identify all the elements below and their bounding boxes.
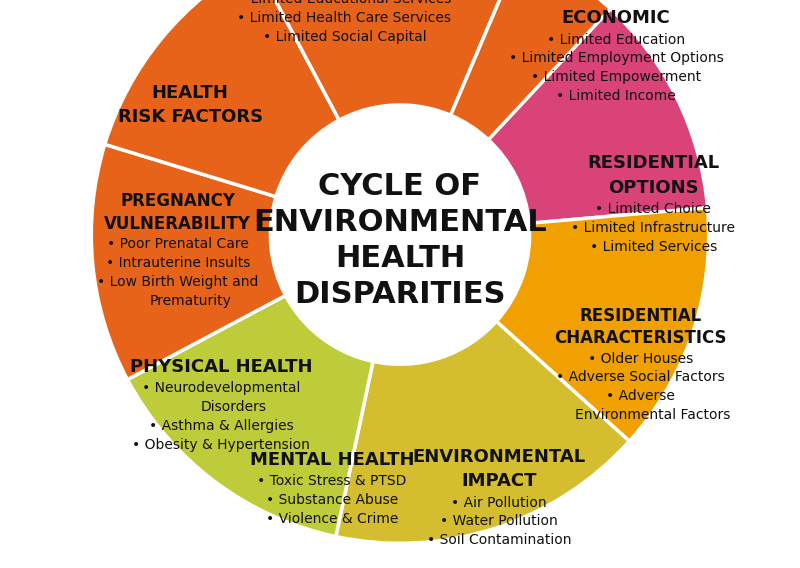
Wedge shape: [496, 208, 709, 441]
Text: HEALTH: HEALTH: [152, 83, 229, 102]
Wedge shape: [105, 0, 339, 197]
Text: ECONOMIC: ECONOMIC: [562, 9, 670, 27]
Text: • Adverse Social Factors: • Adverse Social Factors: [557, 370, 725, 385]
Wedge shape: [127, 295, 373, 537]
Text: • Water Pollution: • Water Pollution: [440, 515, 558, 528]
Text: Prematurity: Prematurity: [149, 294, 231, 308]
Text: OPTIONS: OPTIONS: [608, 179, 698, 197]
Text: • Limited Health Care Services: • Limited Health Care Services: [238, 11, 451, 25]
Text: • Limited Education: • Limited Education: [547, 32, 685, 47]
Text: MENTAL HEALTH: MENTAL HEALTH: [250, 450, 414, 469]
Text: PHYSICAL HEALTH: PHYSICAL HEALTH: [130, 358, 312, 376]
Text: IMPACT: IMPACT: [461, 472, 537, 490]
Text: • Limited Employment Options: • Limited Employment Options: [509, 51, 723, 65]
Text: VULNERABILITY: VULNERABILITY: [104, 215, 251, 233]
Text: • Neurodevelopmental: • Neurodevelopmental: [142, 382, 300, 395]
Text: • Violence & Crime: • Violence & Crime: [266, 512, 398, 525]
Text: • Limited Social Capital: • Limited Social Capital: [262, 30, 426, 44]
Text: ENVIRONMENTAL: ENVIRONMENTAL: [412, 448, 586, 466]
Text: PREGNANCY: PREGNANCY: [120, 193, 235, 210]
Text: CHARACTERISTICS: CHARACTERISTICS: [554, 329, 727, 347]
Text: • Limited Income: • Limited Income: [556, 89, 676, 103]
Text: • Limited Empowerment: • Limited Empowerment: [531, 70, 701, 84]
Wedge shape: [255, 0, 521, 120]
Wedge shape: [336, 321, 630, 544]
Text: • Asthma & Allergies: • Asthma & Allergies: [149, 419, 294, 433]
Text: • Intrauterine Insults: • Intrauterine Insults: [106, 256, 250, 270]
Text: • Limited Choice: • Limited Choice: [595, 202, 711, 216]
Text: CYCLE OF
ENVIRONMENTAL
HEALTH
DISPARITIES: CYCLE OF ENVIRONMENTAL HEALTH DISPARITIE…: [253, 173, 547, 309]
Text: Disorders: Disorders: [200, 400, 266, 414]
Text: • Older Houses: • Older Houses: [588, 352, 694, 366]
Text: RISK FACTORS: RISK FACTORS: [118, 108, 262, 126]
Text: • Poor Prenatal Care: • Poor Prenatal Care: [107, 237, 249, 252]
Circle shape: [270, 105, 530, 364]
Text: • Low Birth Weight and: • Low Birth Weight and: [97, 275, 258, 289]
Text: • Air Pollution: • Air Pollution: [451, 496, 546, 509]
Text: • Toxic Stress & PTSD: • Toxic Stress & PTSD: [258, 474, 406, 488]
Text: • Soil Contamination: • Soil Contamination: [426, 533, 571, 547]
Text: • Adverse: • Adverse: [606, 389, 675, 403]
Text: • Limited Services: • Limited Services: [590, 240, 717, 254]
Wedge shape: [486, 5, 707, 223]
Text: • Substance Abuse: • Substance Abuse: [266, 493, 398, 507]
Wedge shape: [255, 0, 606, 138]
Text: • Limited Infrastructure: • Limited Infrastructure: [571, 221, 735, 235]
Wedge shape: [450, 0, 610, 140]
Text: • Limited Educational Services: • Limited Educational Services: [238, 0, 451, 6]
Text: RESIDENTIAL: RESIDENTIAL: [587, 154, 719, 173]
Text: • Obesity & Hypertension: • Obesity & Hypertension: [132, 438, 310, 452]
Text: Environmental Factors: Environmental Factors: [575, 408, 731, 422]
Text: RESIDENTIAL: RESIDENTIAL: [580, 307, 702, 324]
Wedge shape: [91, 144, 286, 379]
